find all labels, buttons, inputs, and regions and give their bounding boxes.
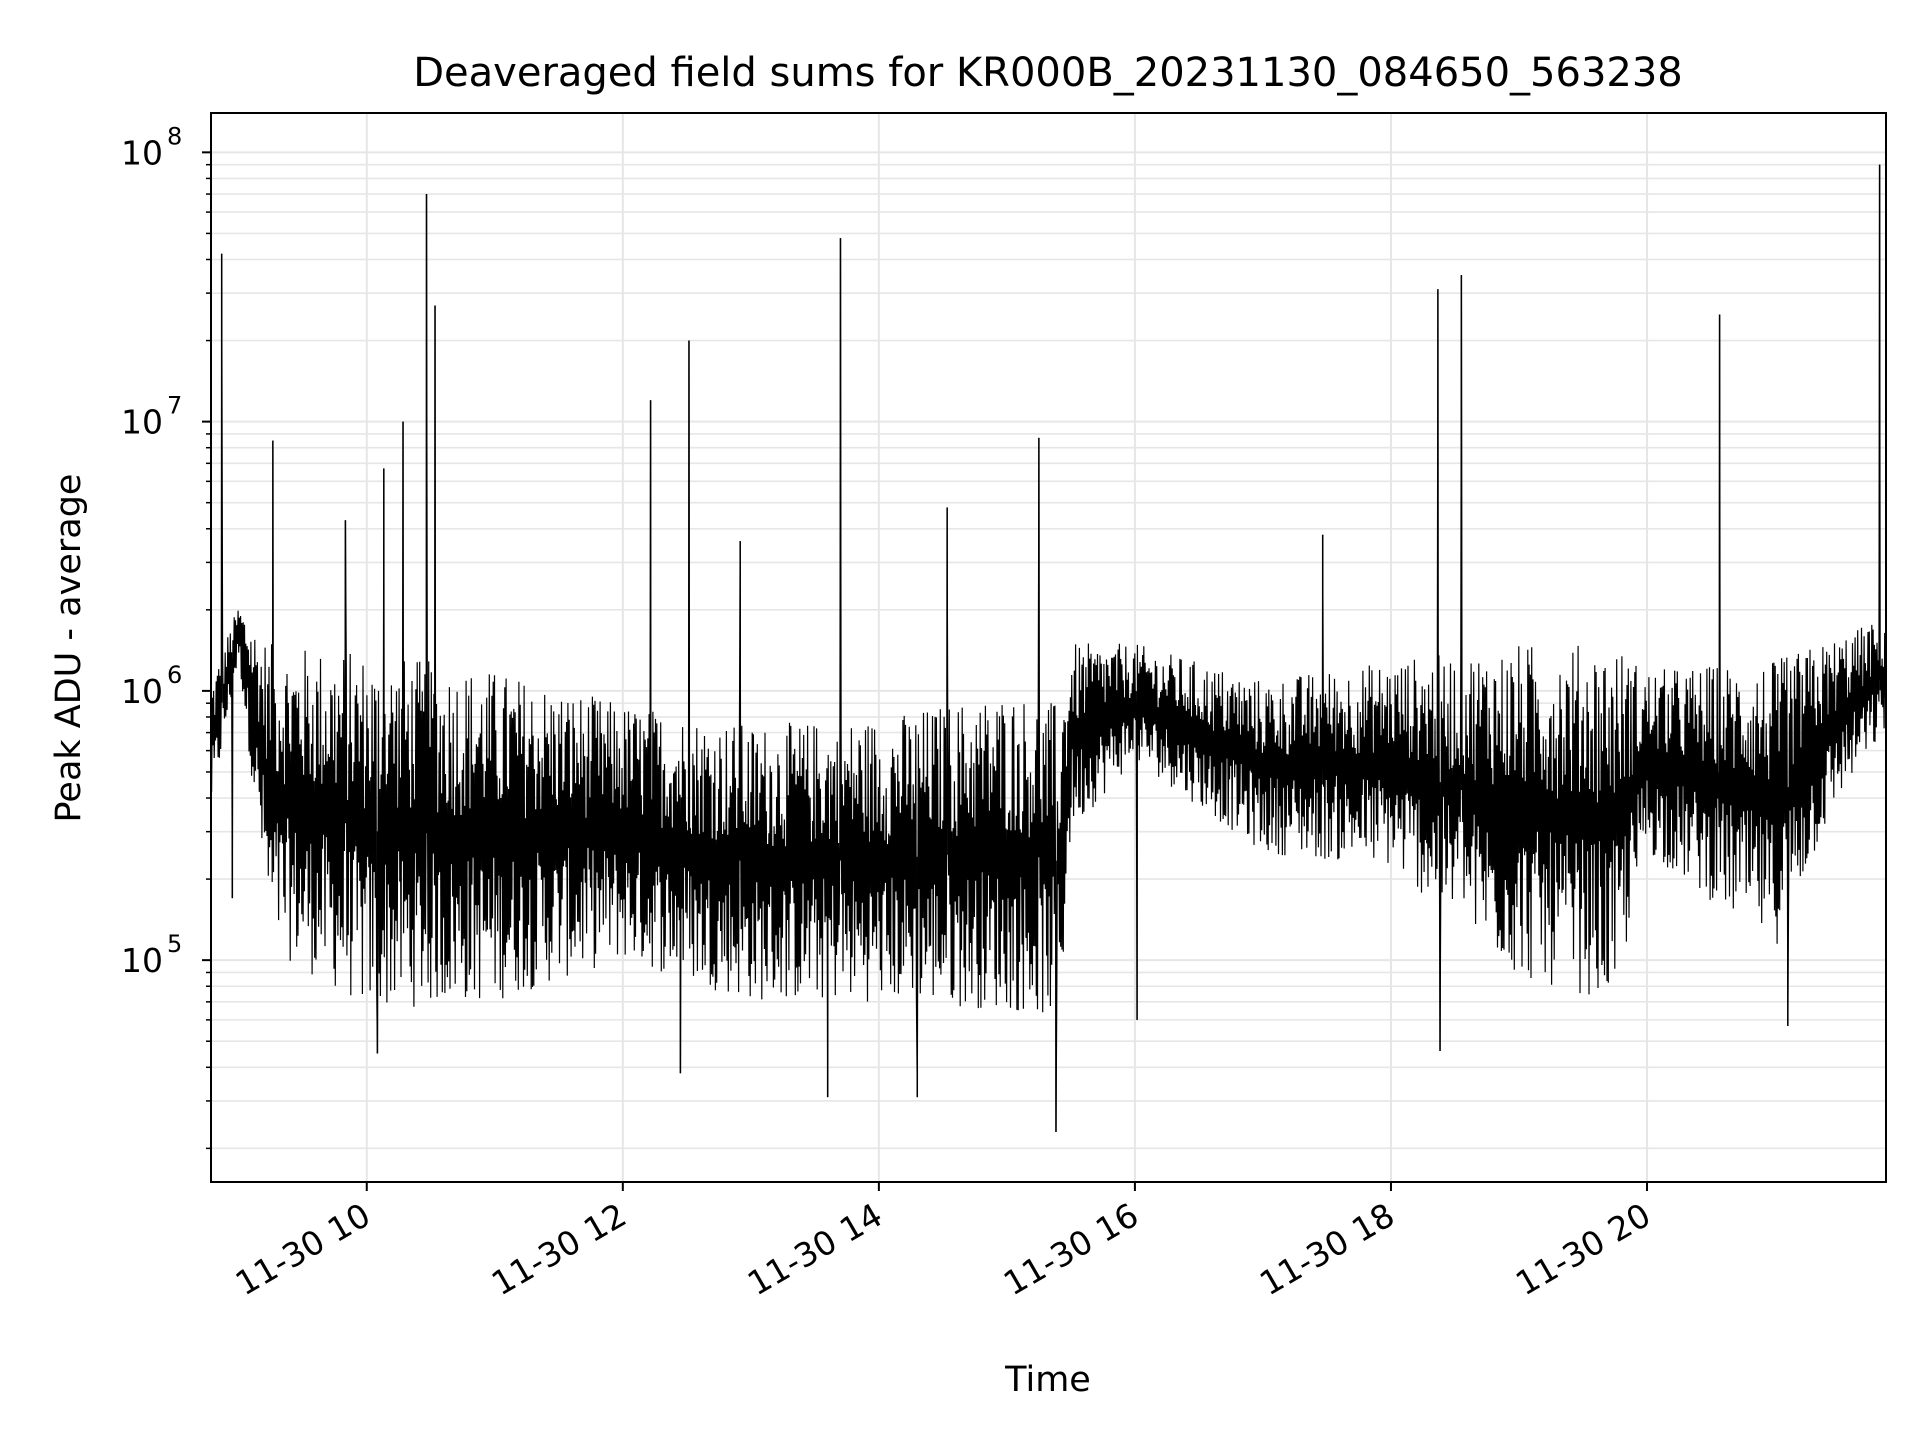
y-tick-base: 10 (121, 133, 163, 172)
x-axis-label: Time (1004, 1360, 1091, 1400)
y-tick-exponent: 5 (167, 930, 182, 958)
y-tick-label: 10 (121, 403, 163, 442)
y-tick-base: 10 (121, 941, 163, 980)
y-tick-label: 10 (121, 133, 163, 172)
y-axis-label: Peak ADU - average (49, 474, 89, 823)
series-field-sums (210, 164, 1887, 1133)
series-line (210, 164, 1887, 1133)
chart-title: Deaveraged field sums for KR000B_2023113… (413, 50, 1683, 96)
y-tick-base: 10 (121, 403, 163, 442)
y-tick-exponent: 6 (167, 661, 182, 689)
y-tick-base: 10 (121, 672, 163, 711)
y-tick-label: 10 (121, 941, 163, 980)
y-tick-label: 10 (121, 672, 163, 711)
plot-frame (210, 112, 1887, 1183)
y-tick-exponent: 7 (167, 392, 182, 420)
y-tick-exponent: 8 (167, 122, 182, 150)
